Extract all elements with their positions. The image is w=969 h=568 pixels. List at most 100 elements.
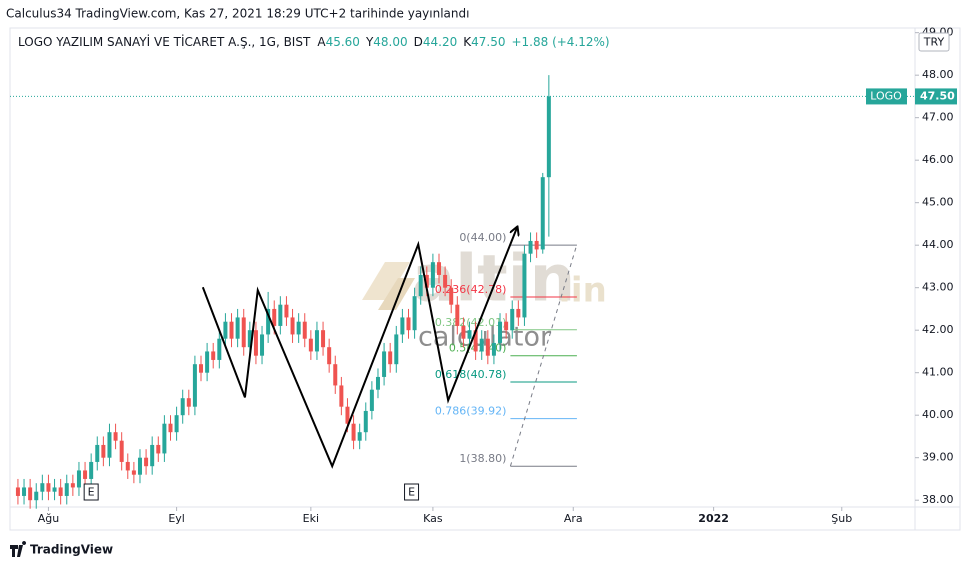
candle-body <box>180 398 185 416</box>
currency-label: TRY <box>923 36 945 49</box>
ohlc-value: 45.60 <box>326 35 360 49</box>
candle-body <box>199 364 204 373</box>
candle-body <box>400 317 405 335</box>
watermark-text: .in <box>558 271 607 311</box>
last-price-label: 47.50 <box>920 89 955 102</box>
candle-body <box>546 96 551 178</box>
ohlc-key: K <box>463 35 472 49</box>
candle-body <box>119 440 124 462</box>
candle-body <box>467 330 472 339</box>
candle-body <box>357 432 362 441</box>
event-marker <box>83 483 99 501</box>
candle-body <box>540 177 545 250</box>
candle-body <box>28 487 33 501</box>
candle-body <box>333 364 338 386</box>
candle-body <box>34 491 39 501</box>
event-marker <box>404 483 420 501</box>
watermark-text: altin <box>412 243 575 317</box>
symbol-legend: LOGO YAZILIM SANAYİ VE TİCARET A.Ş., 1G,… <box>18 34 610 49</box>
y-tick-label: 47.00 <box>922 111 954 124</box>
candle-body <box>52 487 57 492</box>
candle-body <box>192 364 197 407</box>
candle-body <box>473 330 478 352</box>
fib-label: 0.618(40.78) <box>435 368 507 381</box>
candle-body <box>186 398 191 407</box>
candle-body <box>241 317 246 348</box>
candle-body <box>113 432 118 441</box>
last-price-name-box <box>866 88 907 105</box>
candle-body <box>382 351 387 377</box>
candle-body <box>461 325 466 339</box>
ohlc-value: 44.20 <box>423 35 457 49</box>
candle-body <box>406 317 411 331</box>
x-tick-label: Ara <box>564 512 583 525</box>
candle-body <box>351 423 356 441</box>
zigzag-drawing <box>201 227 517 469</box>
ohlc-key: A <box>317 35 326 49</box>
candle-body <box>418 274 423 297</box>
candle-body <box>131 470 136 475</box>
y-tick-label: 38.00 <box>922 493 954 506</box>
y-tick-label: 43.00 <box>922 281 954 294</box>
candle-body <box>504 321 509 331</box>
fib-label: 0(44.00) <box>459 231 506 244</box>
candle-body <box>272 308 277 326</box>
candle-body <box>40 483 45 492</box>
candle-body <box>211 351 216 360</box>
candle-body <box>369 389 374 411</box>
candle-body <box>125 461 130 471</box>
event-label: E <box>408 486 415 499</box>
candle-body <box>235 317 240 339</box>
candle-body <box>229 321 234 339</box>
symbol-title: LOGO YAZILIM SANAYİ VE TİCARET A.Ş., 1G,… <box>18 34 311 49</box>
fib-label: 1(38.80) <box>459 452 506 465</box>
currency-box <box>918 32 950 52</box>
candle-body <box>534 240 539 250</box>
candle-body <box>498 321 503 343</box>
candle-body <box>70 483 75 488</box>
candle-body <box>150 444 155 467</box>
x-tick-label: Kas <box>423 512 443 525</box>
candle-body <box>205 351 210 373</box>
candle-body <box>266 308 271 335</box>
y-tick-label: 42.00 <box>922 323 954 336</box>
candle-body <box>58 487 63 496</box>
candle-body <box>321 330 326 348</box>
candle-body <box>522 253 527 318</box>
candle-body <box>412 296 417 331</box>
candle-body <box>22 487 27 496</box>
candle-body <box>424 274 429 288</box>
candle-body <box>95 444 100 462</box>
last-price-name: LOGO <box>870 89 902 102</box>
x-tick-label: Eyl <box>168 512 185 525</box>
trend-line <box>509 244 578 467</box>
x-tick-label: Ağu <box>38 512 59 525</box>
candle-body <box>284 304 289 318</box>
candle-body <box>345 406 350 424</box>
candle-body <box>375 376 380 390</box>
candle-body <box>223 321 228 339</box>
candle-body <box>247 330 252 348</box>
ohlc-value: 47.50 <box>471 35 505 49</box>
x-tick-label: Şub <box>831 512 852 525</box>
y-tick-label: 48.00 <box>922 68 954 81</box>
candle-body <box>137 457 142 475</box>
candle-body <box>101 444 106 458</box>
candle-body <box>443 274 448 288</box>
x-tick-label: Eki <box>303 512 319 525</box>
ohlc-key: D <box>414 35 423 49</box>
last-price-box <box>915 88 957 105</box>
watermark-logo <box>362 262 410 300</box>
candle-body <box>430 262 435 288</box>
candle-body <box>144 457 149 467</box>
brand-logo <box>10 541 27 557</box>
fib-label: 0.786(39.92) <box>435 405 507 418</box>
candle-body <box>388 351 393 365</box>
candle-body <box>528 240 533 254</box>
candle-body <box>46 483 51 492</box>
candle-body <box>76 470 81 488</box>
candle-body <box>290 317 295 335</box>
